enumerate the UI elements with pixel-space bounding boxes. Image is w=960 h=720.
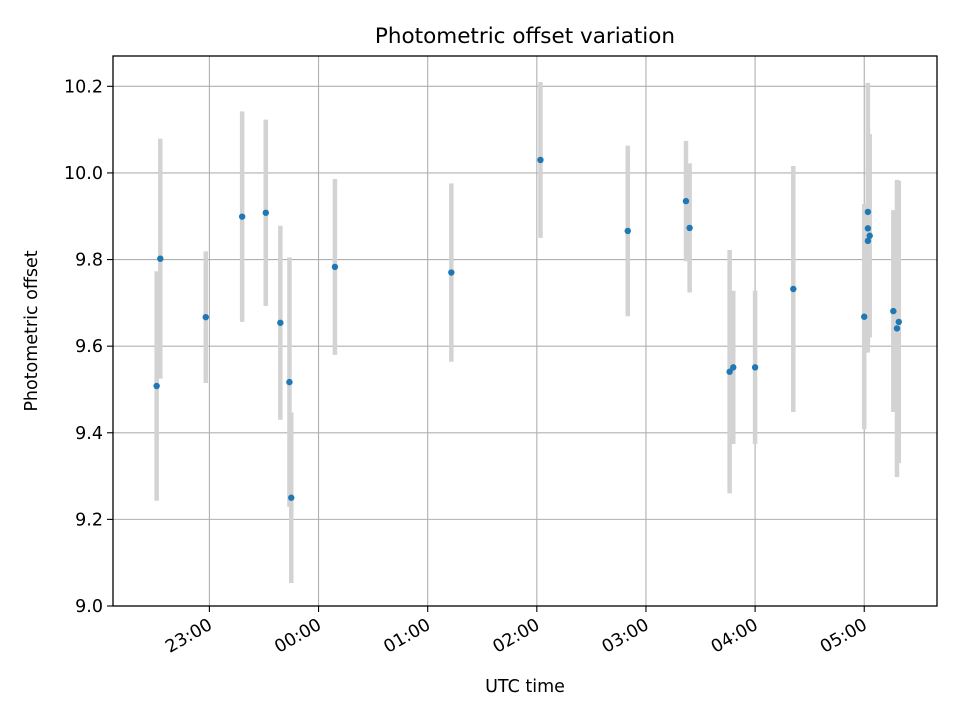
data-point (202, 313, 209, 321)
data-point (893, 325, 901, 332)
x-axis-ticks: 23:00 00:00 01:00 02:00 03:00 04:00 05:00 (162, 606, 871, 658)
data-point (262, 209, 269, 216)
data-point (331, 263, 339, 271)
data-point (751, 364, 759, 371)
y-tick-label: 9.6 (75, 337, 103, 357)
data-point (895, 318, 903, 326)
data-points (153, 156, 903, 501)
y-tick-label: 9.2 (75, 510, 103, 530)
data-point (864, 225, 872, 232)
x-tick-label: 04:00 (708, 615, 762, 658)
x-axis-label: UTC time (485, 677, 565, 697)
x-tick-label: 23:00 (162, 615, 216, 658)
y-tick-label: 10.2 (64, 77, 103, 97)
data-point (448, 269, 455, 276)
data-point (624, 227, 631, 235)
x-tick-label: 01:00 (381, 615, 435, 658)
x-tick-label: 00:00 (271, 615, 325, 658)
x-tick-label: 02:00 (490, 615, 544, 658)
x-tick-label: 03:00 (599, 615, 653, 658)
data-point (790, 285, 797, 293)
data-point (157, 255, 164, 262)
plot-frame (112, 55, 938, 607)
data-point (286, 378, 293, 386)
data-point (861, 313, 868, 320)
data-point (726, 368, 733, 375)
data-point (537, 156, 544, 164)
y-tick-label: 9.4 (75, 424, 103, 444)
data-point (682, 197, 690, 205)
data-point (153, 382, 160, 390)
data-point (866, 232, 873, 239)
grid-lines (113, 56, 937, 607)
y-axis-ticks: 9.0 9.2 9.4 9.6 9.8 10.0 10.2 (64, 77, 113, 617)
data-point (890, 307, 897, 315)
chart-title: Photometric offset variation (375, 24, 675, 49)
y-tick-label: 10.0 (64, 164, 103, 184)
data-point (730, 364, 737, 371)
y-axis-label: Photometric offset (22, 250, 42, 411)
error-bars (154, 81, 902, 584)
data-point (238, 213, 246, 220)
y-tick-label: 9.8 (75, 251, 103, 271)
data-point (288, 494, 295, 501)
data-point (864, 208, 872, 216)
data-point (277, 319, 284, 326)
y-tick-label: 9.0 (75, 597, 103, 617)
data-point (864, 237, 872, 245)
x-tick-label: 05:00 (817, 615, 871, 658)
data-point (686, 224, 693, 232)
